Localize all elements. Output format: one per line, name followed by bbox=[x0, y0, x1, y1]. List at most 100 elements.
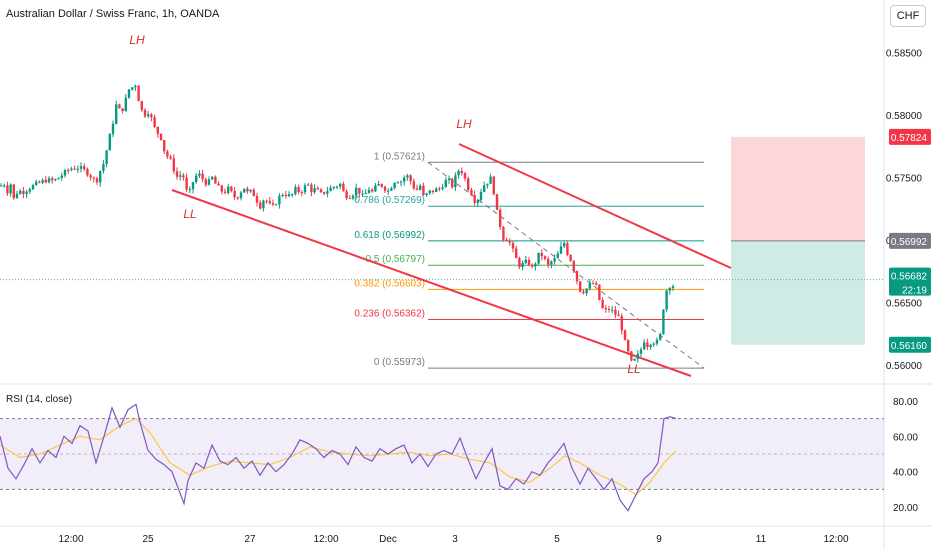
candle-body bbox=[511, 242, 515, 249]
candle-body bbox=[566, 243, 569, 255]
candles bbox=[0, 84, 675, 363]
candle-body bbox=[291, 194, 294, 196]
time-tick-label: 12:00 bbox=[58, 534, 83, 545]
candle-body bbox=[111, 123, 115, 135]
candle-body bbox=[89, 175, 92, 178]
rsi-title: RSI (14, close) bbox=[6, 394, 72, 405]
candle-body bbox=[297, 186, 300, 192]
candle-body bbox=[326, 191, 329, 194]
candle-body bbox=[601, 299, 604, 309]
candle-body bbox=[630, 351, 633, 361]
candle-body bbox=[527, 259, 531, 265]
candle-body bbox=[390, 188, 393, 191]
time-tick-label: 5 bbox=[554, 534, 560, 545]
time-tick-label: 25 bbox=[142, 534, 154, 545]
candle-body bbox=[44, 179, 47, 183]
candle-body bbox=[598, 284, 601, 300]
candle-body bbox=[153, 117, 156, 127]
candle-body bbox=[419, 185, 422, 190]
candle-body bbox=[140, 101, 143, 111]
candle-body bbox=[28, 189, 31, 192]
candle-body bbox=[166, 151, 169, 157]
candle-body bbox=[67, 169, 70, 171]
candle-body bbox=[345, 191, 348, 199]
currency-button[interactable]: CHF bbox=[890, 5, 926, 27]
candle-body bbox=[380, 183, 383, 187]
candle-body bbox=[659, 334, 662, 340]
candle-body bbox=[422, 185, 425, 195]
candle-body bbox=[518, 258, 521, 268]
candle-body bbox=[556, 253, 559, 259]
candle-body bbox=[547, 258, 550, 265]
candle-body bbox=[463, 173, 467, 179]
price-badge-label: 0.56682 bbox=[891, 272, 928, 283]
fib-level-label: 0 (0.55973) bbox=[374, 357, 425, 368]
pattern-labels: LH LL LH LL bbox=[129, 33, 640, 376]
rsi-line bbox=[0, 403, 677, 512]
candle-body bbox=[569, 254, 572, 262]
time-axis[interactable]: 12:00 25 27 12:00 Dec 3 5 9 11 12:00 bbox=[0, 525, 932, 545]
candle-body bbox=[31, 185, 35, 190]
price-badge-label: 0.56160 bbox=[891, 341, 928, 352]
candle-body bbox=[524, 259, 527, 263]
candle-body bbox=[662, 309, 665, 335]
candle-body bbox=[211, 176, 214, 180]
candle-body bbox=[124, 97, 127, 112]
candle-body bbox=[195, 175, 198, 183]
candle-body bbox=[399, 181, 403, 183]
candle-body bbox=[550, 261, 553, 265]
price-badge bbox=[889, 336, 931, 353]
candle-body bbox=[383, 186, 387, 191]
candle-body bbox=[563, 243, 566, 247]
candle-body bbox=[287, 194, 291, 196]
candle-body bbox=[150, 114, 153, 118]
fib-level-label: 1 (0.57621) bbox=[374, 151, 425, 162]
price-badge-label: 0.57824 bbox=[891, 133, 928, 144]
time-tick-label: 9 bbox=[656, 534, 662, 545]
candle-body bbox=[473, 194, 476, 203]
candle-body bbox=[620, 316, 623, 331]
rsi-pane[interactable]: RSI (14, close) 80.00 60.00 40.00 20.00 bbox=[0, 394, 918, 514]
symbol-title[interactable]: Australian Dollar / Swiss Franc, 1h, OAN… bbox=[6, 8, 220, 20]
candle-body bbox=[300, 191, 303, 193]
candle-body bbox=[185, 177, 188, 190]
candle-body bbox=[230, 186, 233, 192]
fib-retracement[interactable]: 1 (0.57621) 0.786 (0.57269) 0.618 (0.56992… bbox=[354, 151, 705, 369]
candle-body bbox=[179, 175, 182, 177]
candle-body bbox=[227, 186, 230, 193]
candle-body bbox=[655, 339, 659, 344]
candle-body bbox=[259, 202, 262, 209]
candle-body bbox=[355, 187, 358, 196]
candle-body bbox=[467, 178, 470, 190]
candle-body bbox=[275, 204, 278, 206]
candle-body bbox=[92, 177, 95, 179]
candle-body bbox=[451, 178, 454, 188]
candle-body bbox=[246, 188, 249, 192]
long-position-tool[interactable] bbox=[0, 136, 884, 345]
trend-channel[interactable] bbox=[171, 143, 732, 377]
candle-body bbox=[204, 179, 207, 185]
price-tick-label: 0.56000 bbox=[886, 361, 923, 372]
candle-body bbox=[607, 308, 611, 310]
candle-body bbox=[252, 189, 255, 197]
candle-body bbox=[540, 252, 543, 257]
candle-body bbox=[54, 179, 57, 181]
candle-body bbox=[579, 281, 582, 292]
candle-body bbox=[319, 189, 323, 193]
candle-body bbox=[9, 184, 12, 194]
candle-body bbox=[335, 186, 339, 188]
candle-body bbox=[198, 173, 201, 176]
price-tick-label: 0.58500 bbox=[886, 48, 923, 59]
candle-body bbox=[537, 252, 540, 264]
candle-body bbox=[207, 179, 211, 185]
candle-body bbox=[99, 171, 102, 183]
candle-body bbox=[342, 183, 345, 192]
candle-body bbox=[239, 192, 243, 199]
candle-body bbox=[329, 187, 332, 192]
candle-body bbox=[633, 359, 636, 361]
candle-body bbox=[310, 184, 313, 193]
candle-body bbox=[444, 180, 447, 188]
candle-body bbox=[159, 133, 163, 141]
